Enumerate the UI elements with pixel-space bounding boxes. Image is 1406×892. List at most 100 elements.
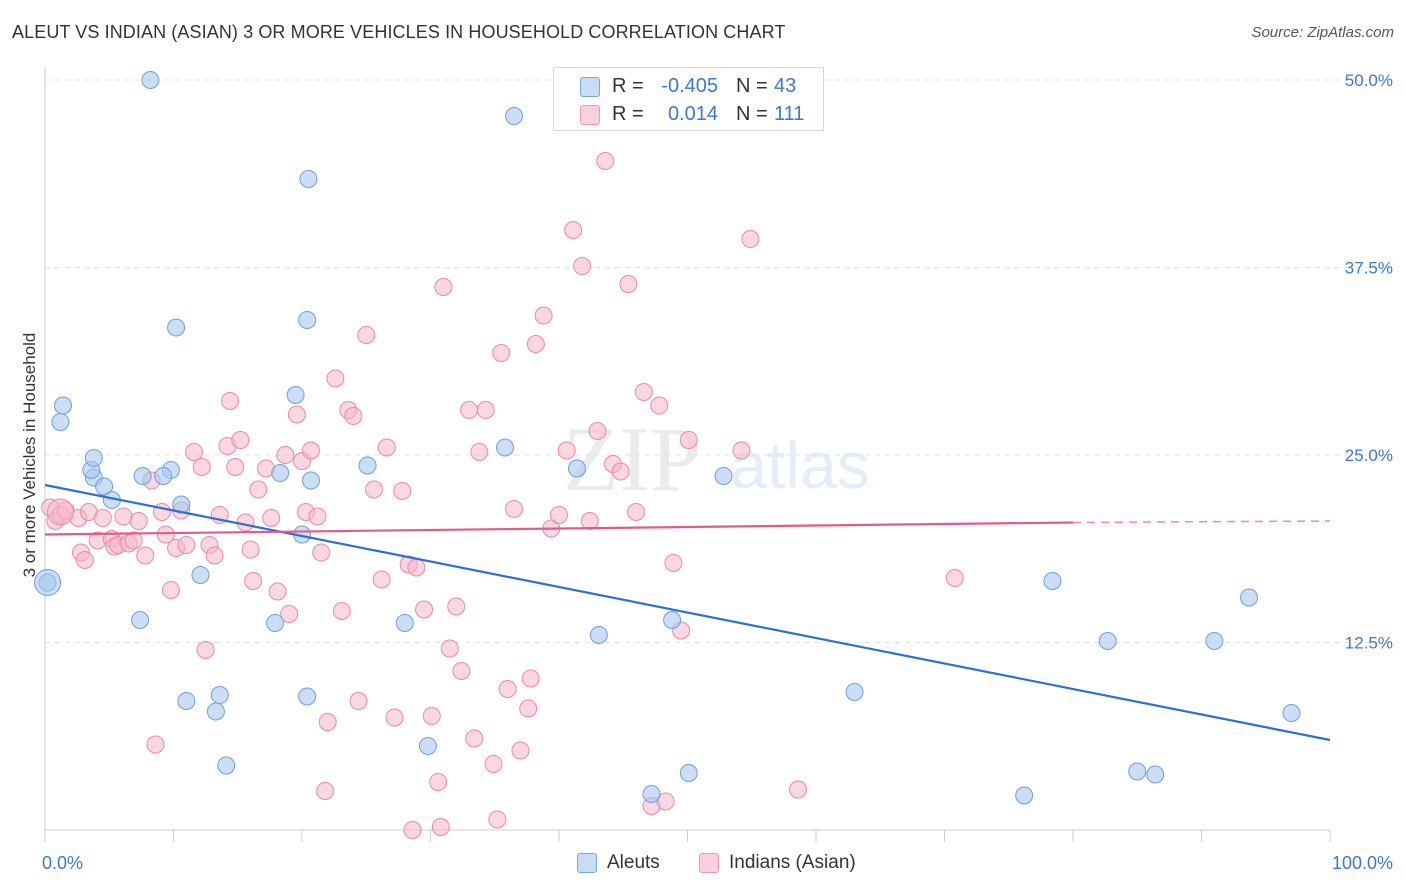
indians-point	[349, 692, 368, 710]
stats-row-aleuts: R = -0.405 N = 43	[554, 72, 823, 100]
indians-point	[316, 782, 335, 800]
indians-point	[511, 741, 530, 760]
indians-point	[789, 780, 808, 799]
n-label: N =	[736, 103, 768, 125]
n-value-aleuts: 43	[774, 75, 797, 97]
aleuts-point	[266, 614, 285, 632]
indians-point	[156, 525, 175, 544]
indians-point	[344, 407, 363, 425]
aleuts-point-large	[34, 569, 62, 596]
indians-point	[447, 597, 466, 616]
indians-point	[521, 669, 540, 688]
y-axis-label: 3 or more Vehicles in Household	[20, 333, 39, 578]
indians-point	[364, 480, 383, 499]
stats-row-indians: R = 0.014 N = 111	[554, 100, 823, 128]
indians-point	[588, 422, 607, 440]
indians-point	[308, 507, 327, 526]
watermark: ZIP atlas	[563, 408, 870, 510]
indians-point	[185, 443, 204, 461]
indians-point	[741, 230, 760, 248]
indians-point	[440, 639, 459, 658]
indians-point	[650, 396, 669, 415]
indians-point	[268, 582, 287, 601]
indians-point	[301, 441, 320, 460]
indians-point	[280, 605, 299, 623]
aleuts-point	[154, 467, 173, 485]
indians-point	[403, 821, 422, 839]
r-value-indians: 0.014	[667, 103, 718, 125]
indians-trend-line	[44, 521, 1074, 536]
aleuts-point	[1205, 632, 1224, 650]
aleuts-point	[141, 71, 160, 89]
aleuts-point	[167, 318, 186, 337]
indians-point	[124, 531, 143, 550]
indians-point	[627, 503, 646, 521]
aleuts-point	[1098, 632, 1117, 650]
indians-point	[945, 569, 964, 587]
watermark-atlas: atlas	[730, 428, 869, 502]
aleuts-point	[271, 464, 290, 482]
indians-point	[221, 392, 240, 410]
aleuts-point	[1128, 762, 1147, 781]
aleuts-point	[496, 438, 515, 457]
indians-point	[114, 507, 133, 526]
indians-point	[732, 441, 751, 460]
aleuts-point	[845, 683, 864, 701]
aleuts-point	[589, 626, 608, 644]
aleuts-point	[1146, 765, 1165, 784]
indians-point	[634, 383, 653, 401]
legend-label-aleuts: Aleuts	[607, 852, 660, 873]
aleuts-point	[217, 756, 236, 775]
aleuts-point	[1043, 572, 1062, 590]
indians-trend-line-extension	[1072, 520, 1331, 524]
indians-point	[484, 755, 503, 773]
indians-legend-swatch	[699, 853, 719, 873]
indians-point	[372, 570, 391, 589]
indians-point	[476, 401, 495, 419]
aleuts-point	[131, 611, 150, 629]
indians-point	[596, 152, 615, 170]
axes	[44, 68, 1331, 842]
indians-point	[332, 602, 351, 620]
aleuts-point	[206, 702, 225, 721]
x-tick-label: 0.0%	[42, 853, 83, 873]
series-indians-points	[41, 152, 964, 839]
legend-item-aleuts[interactable]: Aleuts	[577, 852, 660, 874]
chart-title: ALEUT VS INDIAN (ASIAN) 3 OR MORE VEHICL…	[12, 22, 786, 42]
aleuts-legend-swatch	[577, 853, 597, 873]
indians-point	[161, 581, 180, 599]
aleuts-point	[418, 737, 437, 755]
indians-point	[526, 335, 545, 353]
legend-item-indians[interactable]: Indians (Asian)	[699, 852, 856, 874]
indians-point	[460, 401, 479, 419]
indians-point	[557, 441, 576, 460]
y-tick-label: 50.0%	[1345, 71, 1393, 90]
x-tick-label: 100.0%	[1332, 853, 1393, 873]
aleuts-point	[191, 566, 210, 584]
indians-point	[393, 482, 412, 500]
y-tick-label: 12.5%	[1345, 634, 1393, 653]
indians-point	[146, 735, 165, 754]
indians-point	[385, 708, 404, 727]
aleuts-point	[210, 686, 229, 704]
aleuts-point	[395, 614, 414, 632]
aleuts-point	[177, 692, 196, 710]
indians-point	[136, 546, 155, 565]
indians-point	[470, 443, 489, 461]
indians-point	[434, 278, 453, 296]
indians-point	[241, 540, 260, 559]
stats-legend-box: R = -0.405 N = 43 R = 0.014 N = 111	[553, 67, 824, 131]
aleuts-point	[84, 449, 103, 467]
y-tick-label: 25.0%	[1345, 446, 1393, 465]
aleuts-point	[567, 459, 586, 478]
indians-point	[415, 600, 434, 619]
indians-point	[422, 707, 441, 725]
indians-point	[318, 713, 337, 731]
aleuts-point	[1282, 704, 1301, 722]
aleuts-point	[679, 764, 698, 782]
indians-point	[664, 554, 683, 572]
indians-point	[312, 543, 331, 562]
indians-point	[326, 369, 345, 388]
indians-point	[249, 480, 268, 499]
indians-point	[679, 431, 698, 449]
